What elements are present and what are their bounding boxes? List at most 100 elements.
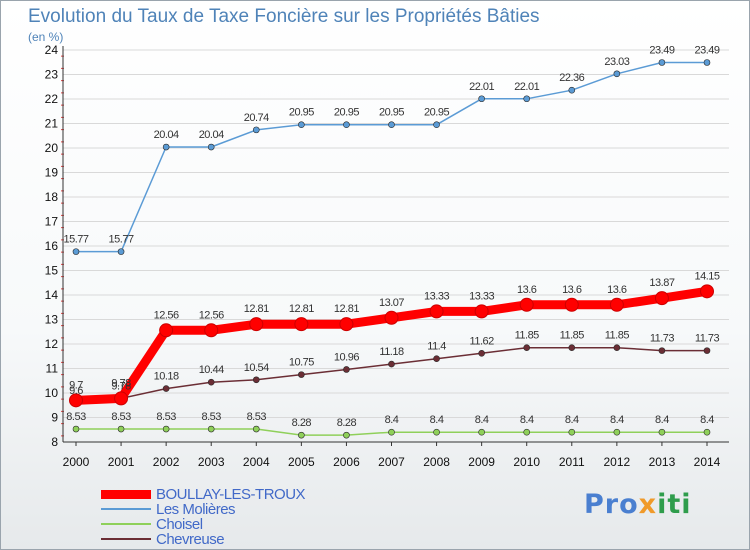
x-tick-2004: 2004 bbox=[243, 455, 270, 469]
data-point-s0-2008 bbox=[429, 304, 444, 319]
data-label-s3-2011: 11.85 bbox=[560, 330, 585, 342]
x-tick-2011: 2011 bbox=[559, 455, 585, 469]
y-tick-8: 8 bbox=[51, 435, 58, 449]
data-label-s0-2008: 13.33 bbox=[424, 290, 449, 302]
data-point-s2-2009 bbox=[478, 428, 485, 436]
data-point-s1-2011 bbox=[568, 86, 576, 94]
data-point-s1-2013 bbox=[658, 59, 666, 66]
data-label-s2-2000: 8.53 bbox=[66, 411, 86, 423]
data-label-s3-2009: 11.62 bbox=[470, 335, 495, 347]
data-label-s2-2005: 8.28 bbox=[292, 417, 312, 429]
data-label-s2-2013: 8.4 bbox=[655, 414, 669, 426]
proxiti-logo: Proxiti bbox=[584, 489, 692, 520]
y-tick-9: 9 bbox=[51, 411, 58, 425]
data-label-s1-2004: 20.74 bbox=[244, 112, 269, 124]
data-label-s3-2014: 11.73 bbox=[695, 333, 720, 345]
data-point-s3-2013 bbox=[658, 347, 666, 354]
data-label-s2-2009: 8.4 bbox=[475, 414, 489, 426]
data-label-s2-2004: 8.53 bbox=[247, 411, 267, 423]
data-point-s1-2012 bbox=[613, 70, 621, 78]
legend-swatch-1 bbox=[101, 508, 151, 510]
data-point-s3-2012 bbox=[613, 344, 621, 351]
data-label-s2-2006: 8.28 bbox=[337, 417, 357, 429]
data-point-s1-2009 bbox=[478, 95, 485, 103]
data-point-s3-2005 bbox=[298, 371, 305, 378]
logo-part-3: iti bbox=[657, 489, 692, 520]
data-point-s3-2004 bbox=[252, 376, 260, 384]
x-tick-2009: 2009 bbox=[468, 455, 495, 469]
line-chart: 8 9 10 11 12 13 14 15 16 17 18 19 20 21 22 23 24 2000 2001… bbox=[45, 43, 729, 469]
data-point-s2-2011 bbox=[568, 428, 576, 436]
data-label-s1-2007: 20.95 bbox=[379, 107, 404, 119]
data-label-s3-2004: 10.54 bbox=[244, 362, 269, 374]
data-label-s0-2014: 14.15 bbox=[694, 270, 719, 282]
data-label-s0-2005: 12.81 bbox=[289, 303, 314, 315]
data-label-s1-2005: 20.95 bbox=[289, 107, 314, 119]
data-label-s3-2002: 10.18 bbox=[154, 371, 179, 383]
data-label-s1-2000: 15.77 bbox=[63, 234, 88, 246]
y-tick-23: 23 bbox=[45, 68, 59, 82]
data-point-s3-2008 bbox=[433, 355, 440, 363]
y-tick-24: 24 bbox=[45, 43, 59, 57]
legend-label-1: Les Molières bbox=[156, 501, 236, 518]
data-label-s2-2010: 8.4 bbox=[520, 414, 534, 426]
data-point-s2-2000 bbox=[72, 425, 80, 433]
data-point-s1-2008 bbox=[433, 121, 440, 129]
data-label-s2-2012: 8.4 bbox=[610, 414, 624, 426]
data-label-s0-2000: 9.7 bbox=[69, 379, 83, 391]
data-label-s0-2002: 12.56 bbox=[154, 309, 179, 321]
data-label-s1-2010: 22.01 bbox=[514, 81, 539, 93]
x-tick-2010: 2010 bbox=[513, 455, 540, 469]
logo-part-1: Pro bbox=[584, 489, 639, 520]
data-label-s3-2008: 11.4 bbox=[427, 341, 446, 353]
data-label-s1-2014: 23.49 bbox=[694, 44, 719, 56]
data-point-s3-2014 bbox=[703, 347, 711, 354]
data-point-s1-2004 bbox=[252, 126, 260, 134]
legend-swatch-0 bbox=[101, 489, 151, 499]
data-point-s3-2010 bbox=[523, 344, 531, 351]
data-point-s2-2001 bbox=[117, 425, 125, 433]
data-point-s1-2002 bbox=[162, 143, 170, 151]
data-point-s3-2011 bbox=[568, 344, 576, 351]
data-point-s1-2001 bbox=[117, 248, 125, 255]
data-point-s0-2010 bbox=[519, 297, 534, 312]
data-point-s3-2002 bbox=[162, 385, 170, 392]
data-point-s2-2004 bbox=[252, 425, 260, 433]
data-point-s0-2006 bbox=[339, 317, 354, 332]
data-point-s0-2004 bbox=[249, 317, 264, 332]
data-labels: 9.7 9.78 12.56 12.56 12.81 12.81 12.81 13.07 13.… bbox=[63, 44, 720, 429]
x-tick-2000: 2000 bbox=[63, 455, 90, 469]
series-line-1 bbox=[75, 61, 708, 253]
data-label-s0-2007: 13.07 bbox=[379, 297, 404, 309]
y-tick-14: 14 bbox=[45, 288, 59, 302]
data-point-s2-2013 bbox=[658, 428, 666, 436]
data-label-s0-2013: 13.87 bbox=[649, 277, 674, 289]
y-tick-19: 19 bbox=[45, 166, 59, 180]
data-point-s1-2010 bbox=[523, 95, 531, 103]
data-point-s2-2014 bbox=[703, 428, 711, 436]
grid-lines bbox=[63, 49, 729, 418]
data-label-s3-2013: 11.73 bbox=[650, 333, 675, 345]
data-label-s3-2001: 9.78 bbox=[111, 380, 131, 392]
logo-part-2: x bbox=[638, 489, 658, 520]
data-point-s0-2007 bbox=[384, 310, 399, 325]
x-tick-2013: 2013 bbox=[649, 455, 676, 469]
tick-labels: 8 9 10 11 12 13 14 15 16 17 18 19 20 21 22 23 24 2000 2001… bbox=[45, 43, 721, 469]
data-label-s0-2009: 13.33 bbox=[469, 290, 494, 302]
data-label-s0-2006: 12.81 bbox=[334, 303, 359, 315]
x-tick-2002: 2002 bbox=[153, 455, 180, 469]
y-tick-13: 13 bbox=[45, 313, 59, 327]
data-point-s1-2006 bbox=[343, 121, 350, 129]
data-point-s2-2008 bbox=[433, 428, 440, 436]
data-label-s3-2005: 10.75 bbox=[289, 357, 314, 369]
legend-label-3: Chevreuse bbox=[156, 531, 225, 548]
data-label-s0-2010: 13.6 bbox=[517, 284, 537, 296]
data-label-s3-2010: 11.85 bbox=[515, 330, 540, 342]
data-label-s2-2002: 8.53 bbox=[156, 411, 176, 423]
data-label-s2-2008: 8.4 bbox=[430, 414, 444, 426]
y-tick-16: 16 bbox=[45, 239, 59, 253]
data-point-s3-2009 bbox=[478, 350, 485, 357]
data-label-s1-2003: 20.04 bbox=[199, 129, 224, 141]
data-label-s3-2003: 10.44 bbox=[199, 364, 224, 376]
data-point-s0-2000 bbox=[69, 393, 83, 408]
